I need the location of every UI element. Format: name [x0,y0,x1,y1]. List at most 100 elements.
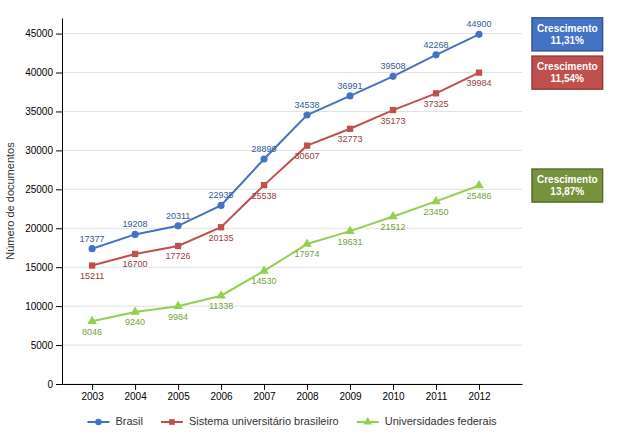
series-marker [475,31,482,38]
y-tick-label: 40000 [25,67,53,78]
series-marker [260,155,267,162]
y-tick-label: 15000 [25,262,53,273]
x-tick: 2004 [124,384,147,402]
y-tick-mark [56,267,62,268]
data-label: 15211 [80,271,104,281]
x-tick-mark [479,384,480,390]
y-tick-label: 0 [47,379,53,390]
chart-svg: 2003200420052006200720082009201020112012… [0,0,617,436]
y-tick-mark [56,34,62,35]
series-marker [347,126,353,132]
data-labels: 1737719208203112293528899345383699139508… [80,19,492,336]
x-tick: 2009 [339,384,362,402]
y-tick-label: 30000 [25,145,53,156]
series-marker [132,251,138,257]
series-marker [474,180,484,188]
data-label: 21512 [381,222,406,232]
x-tick-label: 2009 [339,391,362,402]
data-label: 39508 [381,61,406,71]
series-marker [175,222,182,229]
series-marker [432,51,439,58]
data-label: 16700 [123,259,148,269]
x-tick-label: 2006 [210,391,233,402]
data-label: 30607 [295,151,320,161]
series-marker [345,226,355,234]
data-label: 17377 [80,234,105,244]
annotation-line: Crescimento [537,23,598,34]
y-axis-title: Número de documentos [4,142,16,260]
y-tick-label: 35000 [25,106,53,117]
x-tick-label: 2011 [426,391,448,402]
legend-swatch-marker [95,419,101,425]
y-tick: 45000 [25,28,62,39]
annotation-line: 11,31% [551,35,584,46]
annotation-box: Crescimento11,54% [532,56,603,89]
data-label: 35173 [381,116,406,126]
x-tick: 2012 [468,384,491,402]
annotation-text: Crescimento11,54% [537,61,598,84]
x-tick: 2008 [296,384,319,402]
x-tick-label: 2004 [124,391,147,402]
x-tick-mark [350,384,351,390]
y-tick: 25000 [25,184,62,195]
y-grid-line [62,345,522,346]
data-label: 34538 [295,100,320,110]
y-tick: 0 [47,379,62,390]
x-tick-label: 2012 [468,391,491,402]
y-tick-label: 45000 [25,28,53,39]
series-marker [89,262,95,268]
x-tick-label: 2005 [167,391,190,402]
x-tick-mark [221,384,222,390]
legend-swatch-marker [169,419,175,425]
annotations: Crescimento11,31%Crescimento11,54%Cresci… [532,18,603,202]
data-label: 22935 [209,190,234,200]
series-marker [175,243,181,249]
y-grid-line [62,306,522,307]
series-marker [259,265,269,273]
y-tick-mark [56,306,62,307]
annotation-text: Crescimento11,31% [537,23,598,46]
x-tick-mark [264,384,265,390]
y-grid-line [62,150,522,151]
y-tick-label: 5000 [31,340,54,351]
y-tick: 20000 [25,223,62,234]
series [89,31,483,252]
annotation-text: Crescimento13,87% [537,174,598,197]
x-axis: 2003200420052006200720082009201020112012 [63,384,523,402]
data-label: 11338 [209,301,233,311]
legend-item: Universidades federais [357,415,497,427]
x-tick-label: 2003 [81,391,104,402]
legend-label: Brasil [115,415,143,427]
annotation-line: Crescimento [537,174,598,185]
x-tick: 2005 [167,384,190,402]
y-tick-mark [56,111,62,112]
y-tick-mark [56,73,62,74]
y-tick-mark [56,345,62,346]
data-label: 20135 [209,233,234,243]
plot-area: 2003200420052006200720082009201020112012… [4,18,603,427]
data-label: 19631 [338,237,363,247]
data-label: 20311 [166,211,190,221]
y-tick: 40000 [25,67,62,78]
x-tick: 2006 [210,384,233,402]
data-label: 19208 [123,219,148,229]
series-marker [389,73,396,80]
x-tick-label: 2008 [296,391,319,402]
y-tick-label: 10000 [25,301,53,312]
y-tick: 15000 [25,262,62,273]
y-tick-label: 20000 [25,223,53,234]
annotation-background [532,18,603,51]
legend-label: Sistema universitário brasileiro [189,415,339,427]
series-marker [302,238,312,246]
legend-label: Universidades federais [385,415,497,427]
series-line [92,186,479,322]
series-marker [431,196,441,204]
y-grid-line [62,384,522,385]
y-axis-line [62,19,63,385]
series-marker [132,231,139,238]
series-marker [216,290,226,298]
series-marker [346,92,353,99]
y-tick-mark [56,228,62,229]
annotation-line: 11,54% [551,73,584,84]
data-label: 14530 [252,276,277,286]
